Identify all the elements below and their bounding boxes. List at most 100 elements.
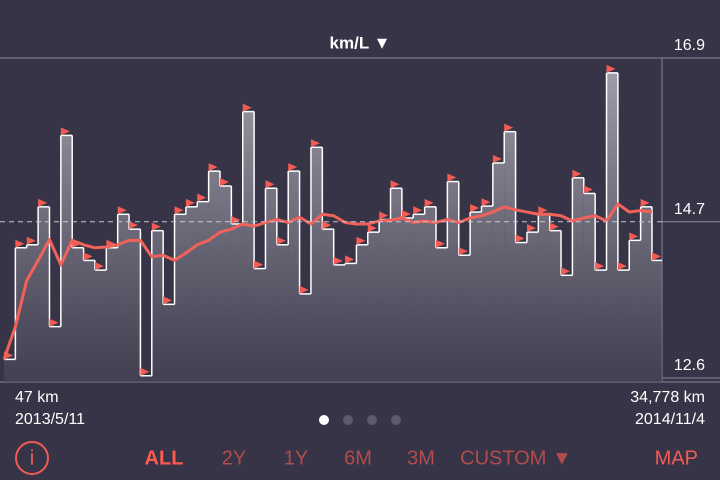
step-area: [424, 206, 436, 382]
fill-flag: [140, 367, 150, 376]
step-area: [458, 255, 471, 382]
step-area: [572, 177, 584, 382]
fill-flag: [390, 180, 400, 189]
average-line: [2, 202, 653, 360]
step-area: [561, 275, 573, 382]
step-area: [481, 206, 493, 382]
fill-flag: [504, 123, 514, 132]
pager: [319, 415, 401, 425]
step-area: [4, 359, 16, 382]
step-area: [379, 219, 391, 382]
period-tab[interactable]: ALL: [145, 447, 184, 469]
info-button[interactable]: [15, 441, 49, 475]
step-area: [640, 206, 652, 382]
step-area: [413, 214, 425, 382]
fill-flag: [254, 260, 264, 269]
step-area: [117, 214, 130, 382]
fill-flag: [401, 210, 411, 218]
fill-flag: [652, 252, 661, 261]
fill-flag: [197, 193, 207, 202]
fill-flag: [367, 224, 377, 233]
end-distance: 34,778 km: [630, 389, 705, 406]
step-area: [265, 188, 277, 382]
fill-flag: [38, 198, 48, 207]
fill-flag: [333, 256, 343, 265]
start-distance: 47 km: [15, 389, 59, 406]
fill-flag: [276, 236, 286, 245]
fill-flag: [595, 262, 605, 271]
fill-flag: [322, 221, 332, 230]
fill-flag: [424, 198, 434, 207]
fill-flag: [617, 262, 627, 271]
page-dot[interactable]: [319, 415, 329, 425]
fill-flag: [83, 252, 93, 261]
fill-flag: [129, 221, 139, 230]
step-area: [333, 264, 346, 382]
y-tick-label: 12.6: [674, 357, 705, 374]
fill-flag: [26, 236, 36, 245]
step-area: [129, 229, 141, 382]
step-area: [367, 232, 380, 382]
toolbar: ALL 2Y 1Y 6M 3M CUSTOM ▼: [145, 447, 572, 469]
fill-flag: [492, 154, 502, 163]
step-area: [549, 230, 562, 382]
fill-flag: [413, 206, 423, 215]
step-area: [345, 263, 357, 382]
fill-flag: [458, 247, 468, 256]
fill-flag: [379, 211, 389, 220]
period-tab[interactable]: 1Y: [284, 447, 308, 469]
step-area: [447, 181, 459, 382]
step-area: [436, 247, 448, 382]
fill-flag: [220, 178, 229, 186]
step-area: [652, 260, 662, 382]
page-dot[interactable]: [343, 415, 353, 425]
step-area: [83, 260, 95, 382]
fill-flag: [117, 206, 127, 215]
fill-flag: [345, 255, 355, 264]
period-tab[interactable]: 2Y: [222, 447, 246, 469]
fill-flag: [436, 239, 445, 248]
fill-flag: [185, 198, 195, 207]
period-tab[interactable]: 3M: [407, 447, 435, 469]
map-button[interactable]: MAP: [655, 447, 698, 469]
step-area: [515, 242, 527, 382]
step-area: [390, 188, 402, 382]
step-area: [526, 232, 539, 382]
fill-flag: [515, 234, 525, 243]
step-area: [310, 147, 323, 382]
step-area: [106, 247, 118, 382]
unit-selector[interactable]: km/L ▼: [330, 33, 391, 52]
step-area: [72, 247, 84, 382]
page-dot[interactable]: [367, 415, 377, 425]
step-area: [174, 214, 186, 382]
fill-flag: [583, 185, 593, 194]
step-area: [220, 186, 232, 382]
step-area: [163, 304, 175, 382]
fill-flag: [470, 204, 480, 213]
step-area: [38, 206, 50, 382]
step-area: [538, 214, 550, 382]
info-icon[interactable]: i: [30, 447, 34, 469]
step-area: [470, 212, 482, 382]
fill-flag: [60, 127, 70, 136]
step-area: [322, 229, 334, 382]
end-date: 2014/11/4: [635, 411, 705, 428]
fill-flag: [606, 64, 616, 73]
step-area: [208, 171, 220, 382]
period-tab[interactable]: 6M: [344, 447, 372, 469]
step-area: [60, 135, 73, 382]
fill-flag: [163, 296, 173, 305]
step-area: [629, 240, 641, 382]
step-area: [254, 268, 266, 382]
fill-flag: [265, 180, 275, 189]
y-tick-label: 16.9: [674, 37, 705, 54]
period-tab[interactable]: CUSTOM ▼: [460, 447, 572, 469]
step-area: [617, 270, 630, 382]
plot: 12.6 14.7 16.9: [0, 37, 720, 383]
start-date: 2013/5/11: [15, 411, 85, 428]
step-area: [242, 111, 255, 383]
fill-flag: [538, 206, 548, 215]
step-area: [151, 230, 164, 382]
fill-flag: [231, 215, 241, 224]
page-dot[interactable]: [391, 415, 401, 425]
